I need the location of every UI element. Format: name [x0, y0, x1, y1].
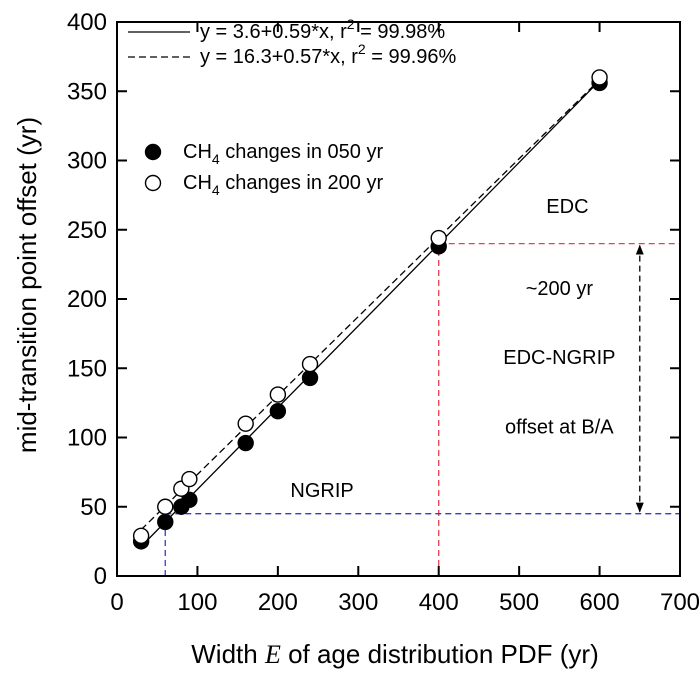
x-tick-label: 300 [338, 589, 378, 616]
x-tick-label: 200 [258, 589, 298, 616]
legend-series-label: CH4 changes in 200 yr [183, 172, 383, 198]
point-filled-6 [301, 369, 319, 387]
point-open-8 [591, 69, 608, 86]
fit-line-dashed [140, 79, 601, 531]
point-open-5 [269, 386, 287, 403]
legend-fit-rest: = 99.98% [355, 21, 446, 43]
annotation-offsetba: offset at B/A [505, 416, 614, 438]
legend: y = 3.6+0.59*x, r2 = 99.98%y = 16.3+0.57… [128, 16, 457, 198]
y-tick-label: 0 [94, 563, 107, 590]
legend-series-sub: 4 [212, 151, 220, 167]
legend-marker-open [144, 174, 162, 192]
x-axis-title-variable: E [264, 640, 281, 669]
y-tick-label: 200 [67, 286, 107, 313]
point-open-7 [430, 229, 447, 247]
legend-series-sub: 4 [212, 182, 220, 198]
annotation-ngrip: NGRIP [290, 480, 353, 502]
legend-fit-text: y = 3.6+0.59*x, r [200, 21, 347, 43]
legend-series-pre: CH [183, 141, 212, 163]
annotation-offset200: ~200 yr [526, 278, 594, 300]
annotations: EDC NGRIP ~200 yr EDC-NGRIP offset at B/A [290, 196, 644, 513]
point-open-6 [301, 355, 319, 373]
legend-series-pre: CH [183, 172, 212, 194]
x-axis-title-suffix: of age distribution PDF (yr) [281, 639, 599, 669]
legend-marker-filled [144, 143, 162, 161]
point-filled-4 [237, 434, 254, 452]
y-tick-label: 400 [67, 9, 107, 36]
legend-fit-sup: 2 [358, 41, 366, 57]
x-tick-label: 400 [419, 589, 459, 616]
x-tick-label: 100 [177, 589, 217, 616]
x-axis-title-prefix: Width [191, 639, 265, 669]
y-tick-label: 50 [80, 494, 107, 521]
legend-fit-sup: 2 [347, 16, 355, 32]
y-axis-title: mid-transition point offset (yr) [12, 117, 42, 453]
x-tick-label: 600 [580, 589, 620, 616]
fit-line-solid [140, 80, 601, 547]
data-points [132, 69, 608, 550]
legend-series-post: changes in 200 yr [220, 172, 384, 194]
point-open-3 [181, 470, 198, 488]
legend-series-label: CH4 changes in 050 yr [183, 141, 383, 167]
y-tick-label: 100 [67, 425, 107, 452]
annotation-edcngrip: EDC-NGRIP [503, 347, 615, 369]
legend-series-post: changes in 050 yr [220, 141, 384, 163]
point-open-4 [237, 415, 254, 432]
legend-fit-label: y = 16.3+0.57*x, r2 = 99.96% [200, 41, 457, 68]
axis-ticks: 0 100 200 300 400 500 600 700 0 50 100 150 200 250 300… [67, 9, 699, 616]
y-tick-label: 250 [67, 217, 107, 244]
legend-fit-rest: = 99.96% [366, 46, 457, 68]
x-axis-title: Width E of age distribution PDF (yr) [191, 639, 598, 669]
y-tick-label: 150 [67, 355, 107, 382]
annotation-edc: EDC [546, 196, 588, 218]
y-tick-label: 350 [67, 78, 107, 105]
point-open-0 [132, 527, 150, 545]
point-filled-5 [269, 402, 287, 420]
point-open-1 [157, 498, 174, 515]
y-tick-label: 300 [67, 148, 107, 175]
x-tick-label: 500 [499, 589, 539, 616]
fit-lines [140, 79, 601, 547]
x-tick-label: 0 [110, 589, 123, 616]
point-filled-1 [157, 513, 174, 531]
point-filled-3 [181, 491, 198, 509]
x-tick-label: 700 [660, 589, 699, 616]
legend-fit-text: y = 16.3+0.57*x, r [200, 46, 358, 68]
legend-fit-label: y = 3.6+0.59*x, r2 = 99.98% [200, 16, 445, 43]
